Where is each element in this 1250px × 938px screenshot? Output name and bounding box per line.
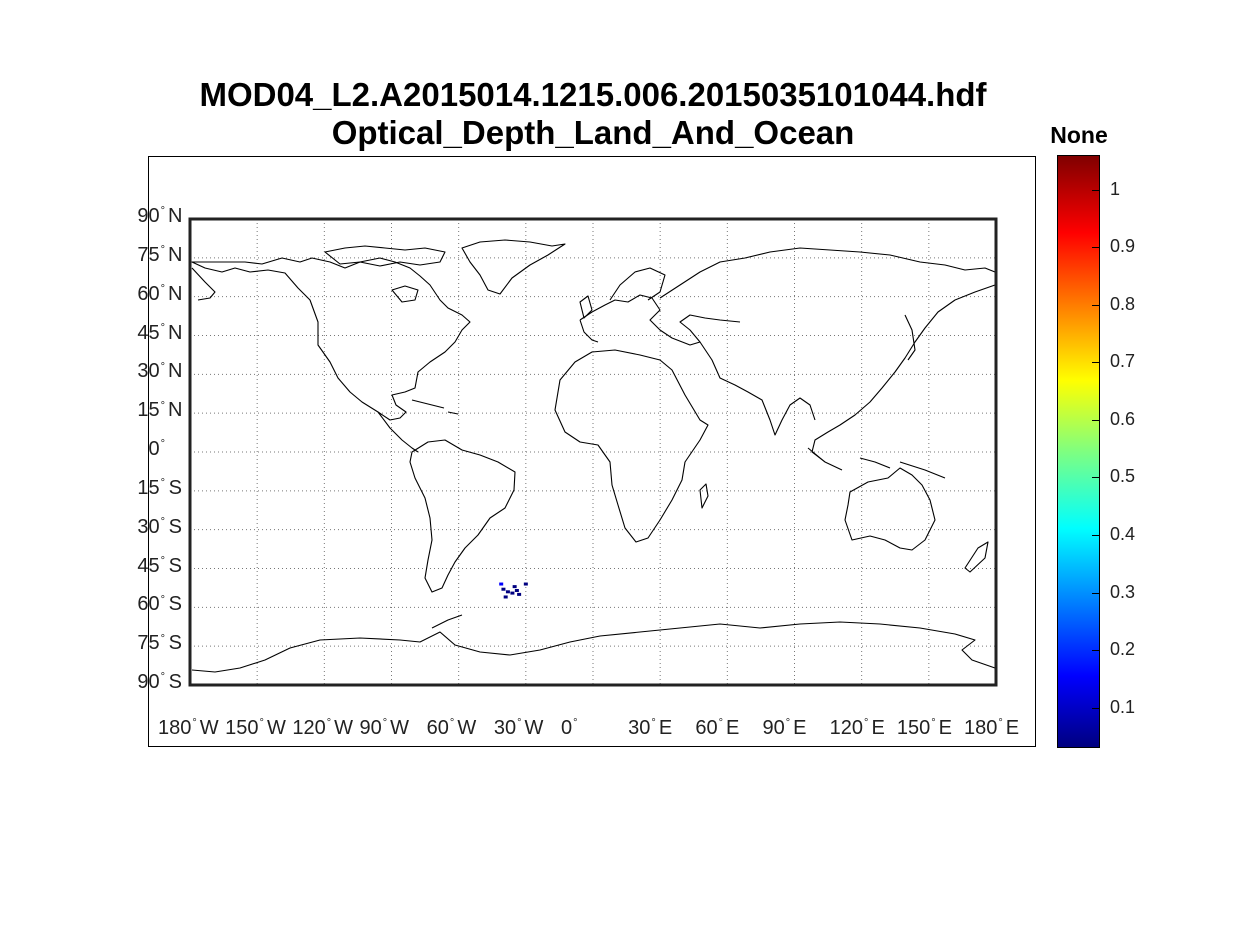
lon-tick-label: 60° E: [695, 717, 740, 739]
colorbar-tick-label: 0.6: [1110, 408, 1136, 429]
colorbar-tick-mark: [1092, 419, 1100, 421]
lon-tick-label: 30° W: [493, 717, 544, 739]
graticule: [189, 218, 997, 686]
colorbar-tick-label: 0.8: [1110, 293, 1136, 314]
coastline-greenland: [461, 239, 566, 295]
coastline-australia: [844, 467, 936, 551]
aod-data-point: [514, 589, 519, 593]
coastline-africa: [554, 349, 709, 543]
colorbar-tick-label: 0.5: [1110, 466, 1136, 487]
colorbar-tick-mark: [1092, 189, 1100, 191]
lat-tick-label: 60° N: [137, 282, 183, 305]
aod-data-point: [501, 587, 506, 591]
colorbar-tick-mark: [1092, 362, 1100, 364]
lat-tick-label: 15° N: [137, 399, 183, 422]
lon-tick-label: 30° E: [628, 717, 673, 739]
coastline-japan: [904, 314, 916, 361]
colorbar-tick-label: 1: [1110, 178, 1121, 199]
colorbar-tick-mark: [1092, 534, 1100, 536]
lon-tick-label: 120° E: [829, 717, 885, 739]
lat-tick-label: 90° N: [137, 205, 183, 227]
lat-tick-label: 60° S: [137, 593, 182, 616]
figure-frame: [148, 156, 1036, 747]
colorbar-tick-mark: [1092, 592, 1100, 594]
lon-tick-label: 180° W: [158, 717, 219, 739]
aod-data-point: [510, 591, 515, 595]
coastline-arctic-islands: [324, 245, 446, 267]
colorbar-tick-mark: [1092, 304, 1100, 306]
aod-data-point: [523, 582, 528, 586]
coastline-north-america: [191, 257, 471, 421]
lon-tick-label: 0°: [561, 717, 578, 739]
lon-tick-label: 90° E: [762, 717, 807, 739]
lat-tick-label: 90° S: [137, 671, 182, 693]
coastline-antarctica: [191, 621, 996, 673]
lat-tick-label: 0°: [148, 438, 165, 460]
colorbar-tick-mark: [1092, 707, 1100, 709]
lon-tick-label: 150° W: [225, 717, 286, 739]
aod-data-points: [499, 582, 528, 599]
coastline-alaska: [191, 267, 216, 301]
colorbar-tick-label: 0.3: [1110, 581, 1136, 602]
lat-tick-label: 75° S: [137, 632, 182, 655]
coastline-scandinavia: [609, 267, 666, 301]
lat-tick-label: 15° S: [137, 476, 182, 499]
aod-data-point: [512, 585, 517, 589]
lat-tick-label: 45° N: [137, 321, 183, 344]
colorbar-title: None: [1050, 122, 1108, 148]
colorbar-tick-label: 0.2: [1110, 639, 1136, 660]
lon-tick-label: 90° W: [359, 717, 410, 739]
aod-data-point: [503, 595, 508, 599]
coastline-indonesia: [807, 447, 946, 479]
lon-tick-label: 150° E: [896, 717, 952, 739]
aod-data-point: [517, 592, 522, 596]
plot-title-filename: MOD04_L2.A2015014.1215.006.2015035101044…: [199, 76, 987, 113]
lat-tick-label: 30° S: [137, 515, 182, 538]
coastlines: [191, 239, 996, 673]
colorbar-tick-mark: [1092, 477, 1100, 479]
plot-title-variable: Optical_Depth_Land_And_Ocean: [331, 114, 855, 151]
coastline-british-isles: [579, 295, 593, 319]
lon-tick-label: 120° W: [292, 717, 353, 739]
coastline-madagascar: [699, 483, 709, 509]
lat-tick-label: 75° N: [137, 243, 183, 266]
coastline-central-america: [377, 411, 419, 453]
map-border: [188, 217, 998, 687]
colorbar: [1057, 155, 1100, 748]
lat-tick-label: 45° S: [137, 554, 182, 577]
coastline-asia: [659, 247, 996, 463]
aod-data-point: [499, 582, 504, 586]
coastline-europe: [579, 294, 741, 346]
lon-tick-label: 180° E: [964, 717, 1020, 739]
coastline-new-zealand: [964, 541, 989, 573]
colorbar-tick-label: 0.7: [1110, 351, 1136, 372]
colorbar-tick-mark: [1092, 650, 1100, 652]
colorbar-tick-mark: [1092, 247, 1100, 249]
colorbar-tick-label: 0.9: [1110, 236, 1136, 257]
colorbar-tick-label: 0.4: [1110, 523, 1136, 544]
lat-tick-label: 30° N: [137, 360, 183, 383]
aod-data-point: [505, 590, 510, 594]
colorbar-tick-label: 0.1: [1110, 696, 1136, 717]
lon-tick-label: 60° W: [426, 717, 477, 739]
coastline-south-america: [409, 439, 516, 593]
